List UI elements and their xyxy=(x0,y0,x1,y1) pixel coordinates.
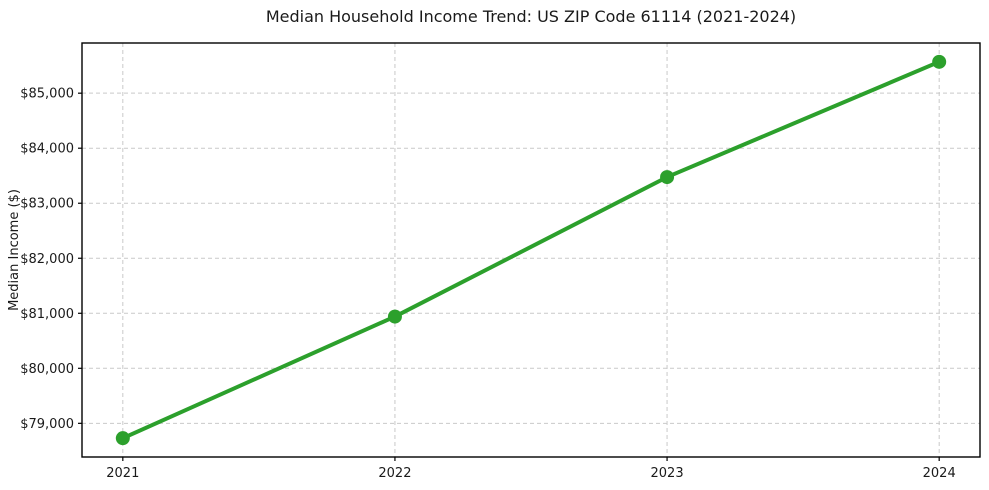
data-point-2023 xyxy=(660,170,675,185)
plot-border xyxy=(81,42,981,458)
data-point-2021 xyxy=(115,431,130,446)
y-tick-label: $85,000 xyxy=(20,87,74,102)
plot-area: $79,000 $80,000 $81,000 $82,000 $83,000 $84,0… xyxy=(20,42,981,481)
x-tick-label: 2024 xyxy=(923,466,956,481)
y-tick-label: $83,000 xyxy=(20,197,74,212)
y-tick-label: $82,000 xyxy=(20,252,74,267)
x-tick-label: 2023 xyxy=(651,466,684,481)
y-tick-label: $80,000 xyxy=(20,362,74,377)
chart-title: Median Household Income Trend: US ZIP Co… xyxy=(266,7,796,26)
y-tick-label: $81,000 xyxy=(20,307,74,322)
x-tick-label: 2022 xyxy=(378,466,411,481)
y-axis-label: Median Income ($) xyxy=(7,189,22,311)
x-tick-label: 2021 xyxy=(106,466,139,481)
y-tick-label: $79,000 xyxy=(20,417,74,432)
trend-line xyxy=(120,59,942,441)
data-point-2024 xyxy=(932,54,947,69)
data-point-2022 xyxy=(387,309,402,324)
y-tick-label: $84,000 xyxy=(20,142,74,157)
